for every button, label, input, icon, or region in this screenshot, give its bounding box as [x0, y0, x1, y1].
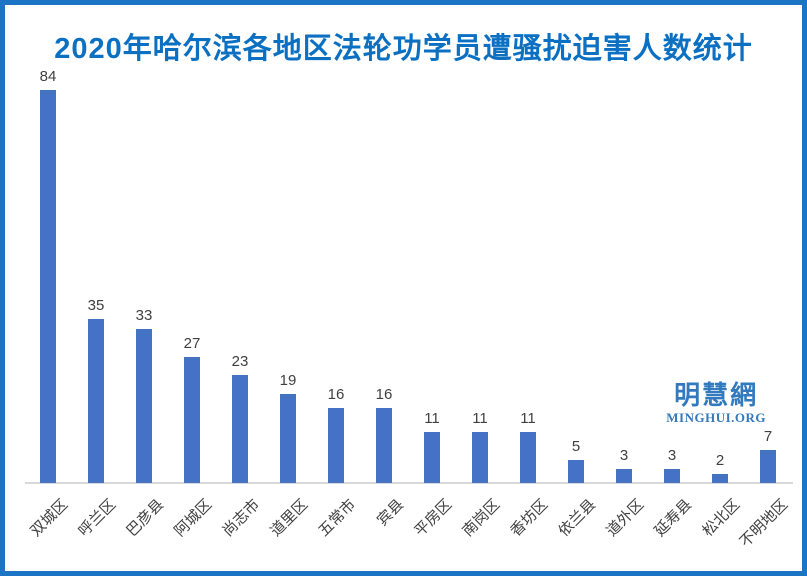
- bar-双城区: [40, 90, 56, 483]
- x-axis-label: 宾县: [373, 496, 408, 530]
- bar-value-label: 27: [183, 335, 201, 352]
- bar-value-label: 2: [715, 452, 725, 469]
- bar-南岗区: [472, 432, 488, 483]
- bar-巴彦县: [136, 329, 152, 483]
- watermark: 明慧網 MINGHUI.ORG: [666, 382, 766, 424]
- bar-松北区: [712, 474, 728, 483]
- bar-value-label: 84: [39, 68, 57, 85]
- bar-value-label: 33: [135, 307, 153, 324]
- bar-value-label: 16: [375, 386, 393, 403]
- x-axis-label: 道里区: [267, 496, 312, 540]
- bar-尚志市: [232, 375, 248, 483]
- x-axis-label: 道外区: [603, 496, 648, 540]
- x-axis-label: 平房区: [411, 496, 456, 540]
- bar-依兰县: [568, 460, 584, 483]
- chart-title: 2020年哈尔滨各地区法轮功学员遭骚扰迫害人数统计: [54, 33, 753, 65]
- bar-value-label: 11: [520, 410, 536, 427]
- bar-value-label: 7: [763, 428, 773, 445]
- bar-value-label: 11: [424, 410, 440, 427]
- bar-延寿县: [664, 469, 680, 483]
- bar-香坊区: [520, 432, 536, 483]
- x-axis-label: 巴彦县: [123, 496, 168, 540]
- bar-道里区: [280, 394, 296, 483]
- watermark-chinese: 明慧網: [674, 380, 759, 410]
- bar-value-label: 5: [571, 438, 581, 455]
- x-axis-label: 双城区: [27, 496, 72, 540]
- x-axis-label: 延寿县: [651, 496, 696, 540]
- bar-阿城区: [184, 357, 200, 483]
- bar-道外区: [616, 469, 632, 483]
- x-axis-label: 尚志市: [219, 496, 264, 540]
- x-axis-label: 呼兰区: [75, 496, 120, 540]
- bar-value-label: 16: [327, 386, 345, 403]
- x-axis-label: 不明地区: [736, 496, 792, 551]
- bar-value-label: 3: [619, 447, 629, 464]
- x-axis-label: 香坊区: [507, 496, 552, 540]
- x-axis-label: 依兰县: [555, 496, 600, 540]
- x-axis-label: 五常市: [315, 496, 360, 540]
- bar-value-label: 35: [87, 297, 105, 314]
- plot-area: 84 双城区 35 呼兰区 33 巴彦县 27 阿城区 23 尚志市 19 道里区 16 五常市 16 宾县 1…: [5, 5, 802, 571]
- bar-五常市: [328, 408, 344, 483]
- bar-value-label: 3: [667, 447, 677, 464]
- bar-value-label: 11: [472, 410, 488, 427]
- watermark-url: MINGHUI.ORG: [666, 410, 766, 425]
- bar-平房区: [424, 432, 440, 483]
- bar-不明地区: [760, 450, 776, 483]
- bar-value-label: 23: [231, 353, 249, 370]
- x-axis-line: [25, 482, 793, 484]
- bar-呼兰区: [88, 319, 104, 483]
- x-axis-label: 阿城区: [171, 496, 216, 540]
- x-axis-label: 南岗区: [459, 496, 504, 540]
- bar-value-label: 19: [279, 372, 297, 389]
- bar-宾县: [376, 408, 392, 483]
